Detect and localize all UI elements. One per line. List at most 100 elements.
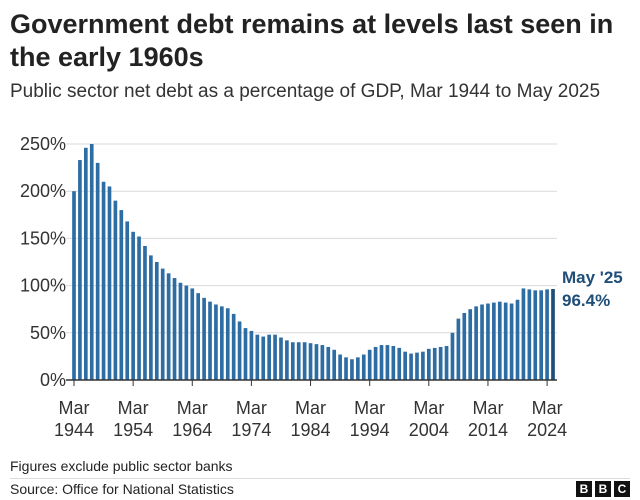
data-bar xyxy=(249,330,254,380)
data-bar xyxy=(462,312,467,380)
y-tick-label: 150% xyxy=(20,228,66,248)
x-tick-label-month: Mar xyxy=(59,398,90,418)
data-bar xyxy=(421,351,425,380)
y-tick-label: 50% xyxy=(30,323,66,343)
data-bar xyxy=(314,344,319,380)
x-tick-label-year: 1964 xyxy=(172,420,212,440)
data-bar xyxy=(101,181,106,380)
x-tick-label-year: 1944 xyxy=(54,420,94,440)
data-bar xyxy=(202,297,206,380)
x-tick-label-year: 1974 xyxy=(231,420,271,440)
data-bar xyxy=(279,337,283,380)
data-bar xyxy=(468,309,473,380)
data-bar xyxy=(220,306,224,380)
x-tick-label-month: Mar xyxy=(354,398,385,418)
y-tick-label: 250% xyxy=(20,134,66,154)
data-bar xyxy=(255,334,260,380)
y-tick-label: 100% xyxy=(20,276,66,296)
data-bar xyxy=(89,144,94,380)
data-bar xyxy=(450,332,455,380)
chart-subtitle: Public sector net debt as a percentage o… xyxy=(10,81,601,102)
data-bar xyxy=(539,290,544,380)
data-bar xyxy=(403,351,407,380)
data-bar xyxy=(332,349,337,380)
data-bar xyxy=(480,304,484,380)
data-bar xyxy=(196,293,201,380)
data-bar xyxy=(149,255,153,380)
bbc-logo: B B C xyxy=(576,481,630,497)
data-bar xyxy=(356,357,360,380)
data-bar xyxy=(166,273,171,380)
data-bar xyxy=(385,345,390,380)
data-bar xyxy=(160,268,165,380)
bbc-logo-letter: B xyxy=(576,481,592,497)
data-bar xyxy=(119,210,124,380)
x-tick-label-year: 1954 xyxy=(113,420,153,440)
data-bar xyxy=(527,289,532,380)
data-bar xyxy=(154,262,159,380)
data-bar xyxy=(492,302,496,380)
data-bar xyxy=(143,245,147,380)
data-bar xyxy=(131,231,135,380)
x-tick-label-year: 2014 xyxy=(468,420,508,440)
data-bar xyxy=(344,357,348,380)
data-bar xyxy=(95,162,100,380)
data-bar xyxy=(308,343,313,380)
data-bar xyxy=(444,346,449,380)
data-bar xyxy=(237,321,242,380)
data-bar xyxy=(137,236,141,380)
data-bar xyxy=(474,306,478,380)
x-tick-label-year: 2004 xyxy=(409,420,449,440)
x-tick-label-year: 1984 xyxy=(291,420,331,440)
debt-bar-chart: 0%50%100%150%200%250%Mar1944Mar1954Mar19… xyxy=(20,134,623,440)
data-bar xyxy=(290,342,295,380)
data-bar xyxy=(208,301,212,380)
x-tick-label-month: Mar xyxy=(118,398,149,418)
data-bar xyxy=(426,348,431,380)
data-bar xyxy=(367,349,372,380)
data-bar xyxy=(172,278,177,380)
data-bar xyxy=(415,352,419,380)
data-bar xyxy=(533,290,538,380)
data-bar xyxy=(190,288,195,380)
data-bar xyxy=(432,347,437,380)
data-bar xyxy=(125,221,130,380)
chart-title: Government debt remains at levels last s… xyxy=(10,9,614,72)
callout-label: May '25 xyxy=(562,268,623,287)
data-bar xyxy=(178,282,183,380)
y-tick-label: 0% xyxy=(40,370,66,390)
x-tick-label-month: Mar xyxy=(413,398,444,418)
data-bar xyxy=(338,354,342,380)
data-bar xyxy=(373,346,378,380)
x-tick-label-year: 2024 xyxy=(527,420,567,440)
data-bar xyxy=(261,336,266,380)
data-bar xyxy=(379,345,384,380)
data-bar xyxy=(296,342,301,380)
data-bar xyxy=(326,346,331,380)
data-bar xyxy=(509,303,514,380)
chart-note: Figures exclude public sector banks xyxy=(10,458,233,474)
data-bar xyxy=(503,302,508,380)
data-bar xyxy=(545,289,549,380)
bbc-logo-letter: B xyxy=(595,481,611,497)
data-bar xyxy=(78,160,82,380)
y-tick-label: 200% xyxy=(20,181,66,201)
data-bar xyxy=(285,340,289,380)
x-tick-label-year: 1994 xyxy=(350,420,390,440)
footer-divider xyxy=(10,478,630,479)
callout-value: 96.4% xyxy=(562,291,610,310)
x-tick-label-month: Mar xyxy=(472,398,503,418)
data-bar xyxy=(409,353,413,380)
data-bar xyxy=(397,347,402,380)
source-credit: Source: Office for National Statistics xyxy=(10,481,234,497)
data-bar xyxy=(113,200,118,380)
data-bar xyxy=(231,313,236,380)
data-bar xyxy=(361,354,366,380)
x-tick-label-month: Mar xyxy=(295,398,326,418)
data-bar xyxy=(243,328,248,380)
data-bar xyxy=(302,342,307,380)
data-bar xyxy=(107,186,112,380)
data-bar xyxy=(83,147,88,380)
data-bar xyxy=(551,288,555,380)
data-bar xyxy=(391,346,396,380)
